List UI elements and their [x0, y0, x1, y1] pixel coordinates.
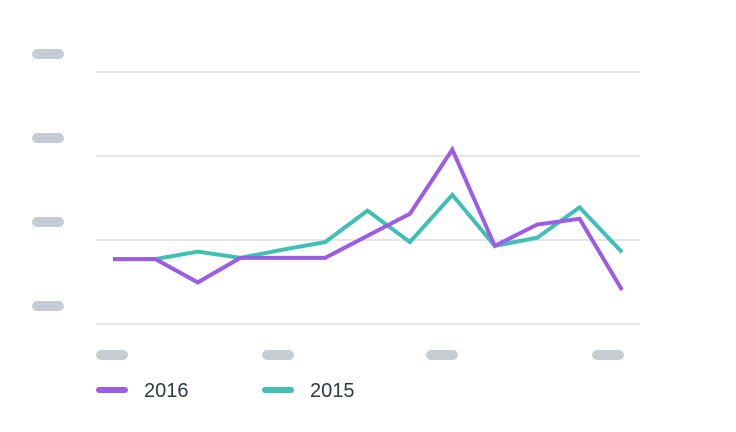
y-tick-label-placeholder — [32, 49, 64, 59]
legend: 2016 2015 — [96, 380, 355, 402]
legend-swatch-2015 — [262, 387, 294, 393]
y-tick-label-placeholder — [32, 301, 64, 311]
series-line-2016 — [113, 145, 624, 292]
y-tick-label-placeholder — [32, 217, 64, 227]
y-axis-tick-placeholders — [32, 49, 64, 311]
y-tick-label-placeholder — [32, 133, 64, 143]
series-line-2015 — [113, 191, 624, 262]
x-tick-label-placeholder — [262, 350, 294, 360]
x-tick-label-placeholder — [96, 350, 128, 360]
series-lines — [113, 145, 624, 292]
gridlines — [96, 71, 640, 325]
x-tick-label-placeholder — [426, 350, 458, 360]
legend-label-2015: 2015 — [310, 380, 355, 402]
x-axis-tick-placeholders — [96, 350, 624, 360]
x-tick-label-placeholder — [592, 350, 624, 360]
legend-label-2016: 2016 — [144, 380, 189, 402]
legend-swatch-2016 — [96, 387, 128, 393]
